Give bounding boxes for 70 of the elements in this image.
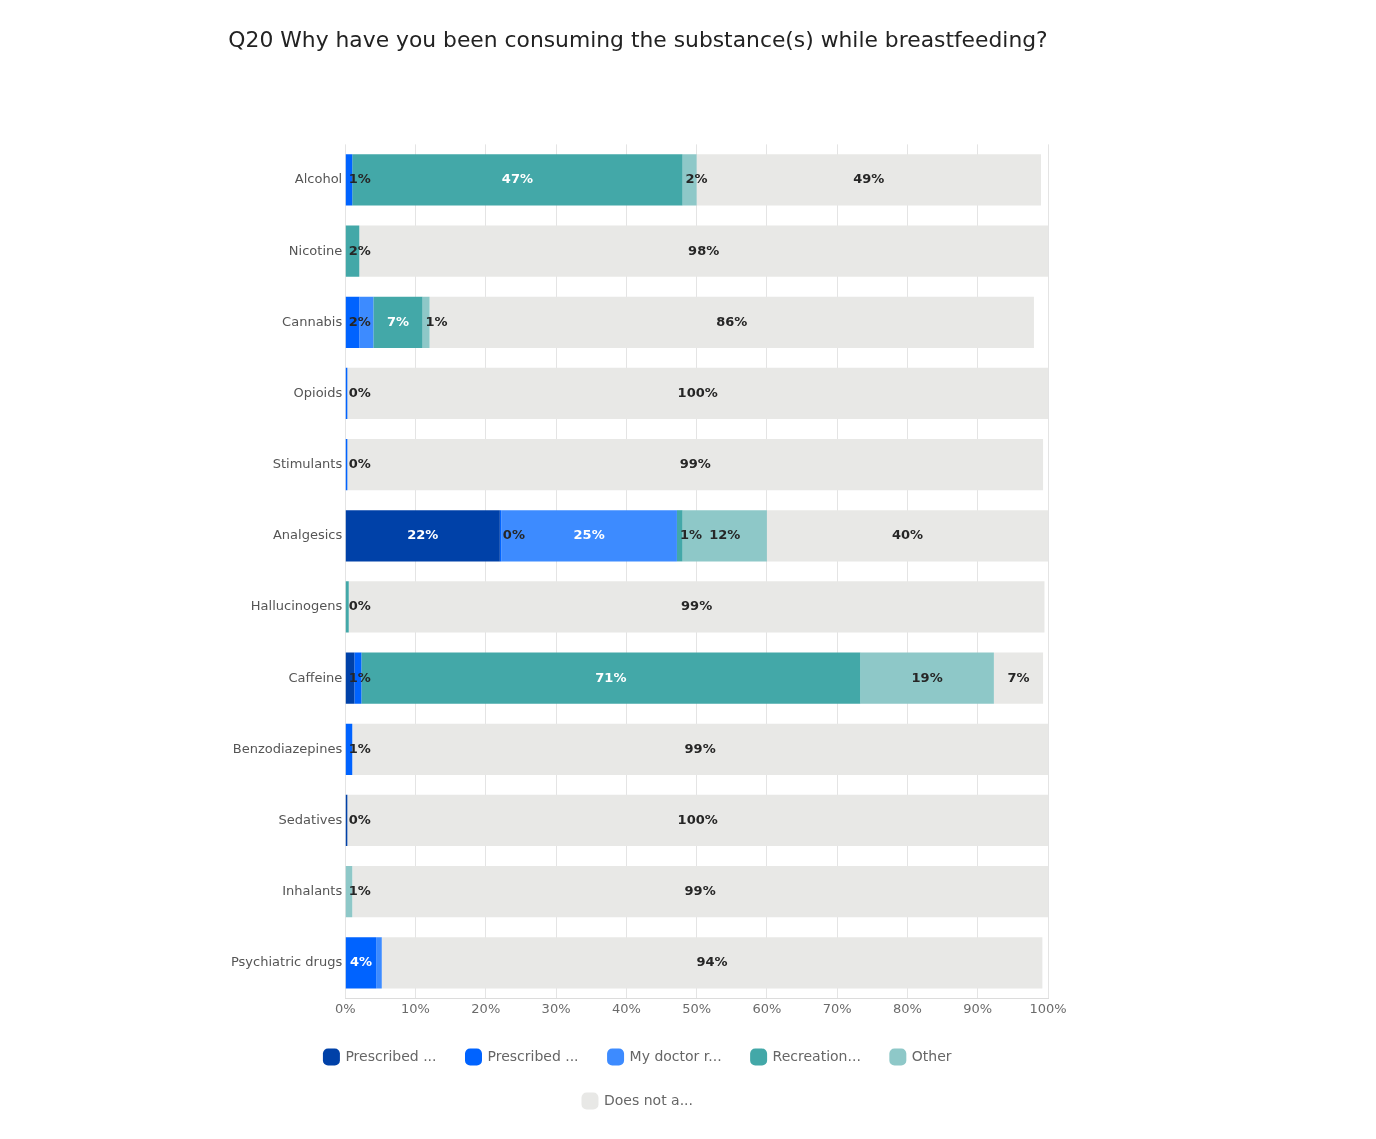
x-tick-label: 60% — [752, 1000, 782, 1016]
y-tick-label: Psychiatric drugs — [230, 954, 343, 970]
data-label: 25% — [573, 527, 605, 543]
data-label: 7% — [1007, 669, 1030, 685]
data-label: 0% — [348, 456, 371, 472]
y-tick-label: Analgesics — [272, 527, 343, 543]
x-tick-label: 30% — [541, 1000, 571, 1016]
x-tick-label: 20% — [471, 1000, 501, 1016]
data-label: 49% — [853, 171, 885, 187]
data-label: 0% — [348, 598, 371, 614]
data-label: 94% — [696, 954, 728, 970]
data-label: 1% — [425, 313, 448, 329]
legend-label: Recreation... — [772, 1047, 861, 1064]
x-tick-label: 0% — [334, 1000, 356, 1016]
x-tick-label: 90% — [963, 1000, 993, 1016]
data-label: 0% — [348, 811, 371, 827]
y-tick-label: Nicotine — [288, 242, 343, 258]
bar — [682, 510, 767, 562]
data-label: 0% — [348, 384, 371, 400]
data-label: 100% — [677, 811, 718, 827]
y-tick-label: Cannabis — [282, 313, 343, 329]
y-tick-label: Alcohol — [294, 171, 343, 187]
data-label: 19% — [911, 669, 943, 685]
x-tick-label: 10% — [401, 1000, 430, 1016]
data-label: 71% — [595, 669, 627, 685]
x-tick-label: 40% — [611, 1000, 641, 1016]
x-tick-label: 80% — [892, 1000, 922, 1016]
legend-label: Prescribed ... — [345, 1047, 437, 1064]
data-label: 99% — [684, 883, 716, 899]
data-label: 0% — [502, 527, 525, 543]
x-tick-label: 50% — [682, 1000, 712, 1016]
legend-label: My doctor r... — [629, 1047, 722, 1064]
y-tick-label: Inhalants — [282, 883, 343, 899]
legend-label: Prescribed ... — [487, 1047, 579, 1064]
data-label: 2% — [685, 171, 708, 187]
legend-label: Does not a... — [603, 1091, 694, 1108]
bar — [373, 296, 423, 348]
data-label: 2% — [348, 313, 371, 329]
x-tick-label: 70% — [822, 1000, 852, 1016]
data-label: 12% — [709, 527, 741, 543]
y-tick-label: Caffeine — [288, 669, 343, 685]
bar — [993, 652, 1044, 704]
chart-title: Q20 Why have you been consuming the substance(s) while breastfeeding? — [228, 26, 1048, 52]
data-label: 40% — [891, 527, 924, 543]
data-label: 47% — [501, 171, 533, 187]
y-tick-label: Sedatives — [278, 811, 343, 827]
data-label: 4% — [349, 954, 372, 970]
y-tick-label: Stimulants — [272, 456, 343, 472]
data-label: 1% — [679, 527, 703, 543]
y-tick-label: Hallucinogens — [250, 598, 343, 614]
data-label: 99% — [681, 598, 713, 614]
x-tick-label: 100% — [1029, 1000, 1067, 1016]
data-label: 1% — [348, 883, 371, 899]
bar — [345, 510, 500, 562]
bar — [860, 652, 994, 704]
data-label: 99% — [684, 740, 716, 756]
bar — [376, 937, 382, 989]
bar — [345, 581, 349, 633]
bar — [676, 510, 683, 562]
data-label: 86% — [716, 313, 748, 329]
data-label: 22% — [407, 527, 439, 543]
bar — [352, 154, 683, 206]
y-tick-label: Benzodiazepines — [232, 740, 343, 756]
bar — [501, 510, 677, 562]
data-label: 99% — [679, 456, 711, 472]
y-tick-label: Opioids — [293, 384, 343, 400]
data-label: 100% — [677, 384, 718, 400]
data-label: 98% — [688, 242, 720, 258]
data-label: 7% — [386, 313, 409, 329]
legend-label: Other — [911, 1047, 952, 1064]
